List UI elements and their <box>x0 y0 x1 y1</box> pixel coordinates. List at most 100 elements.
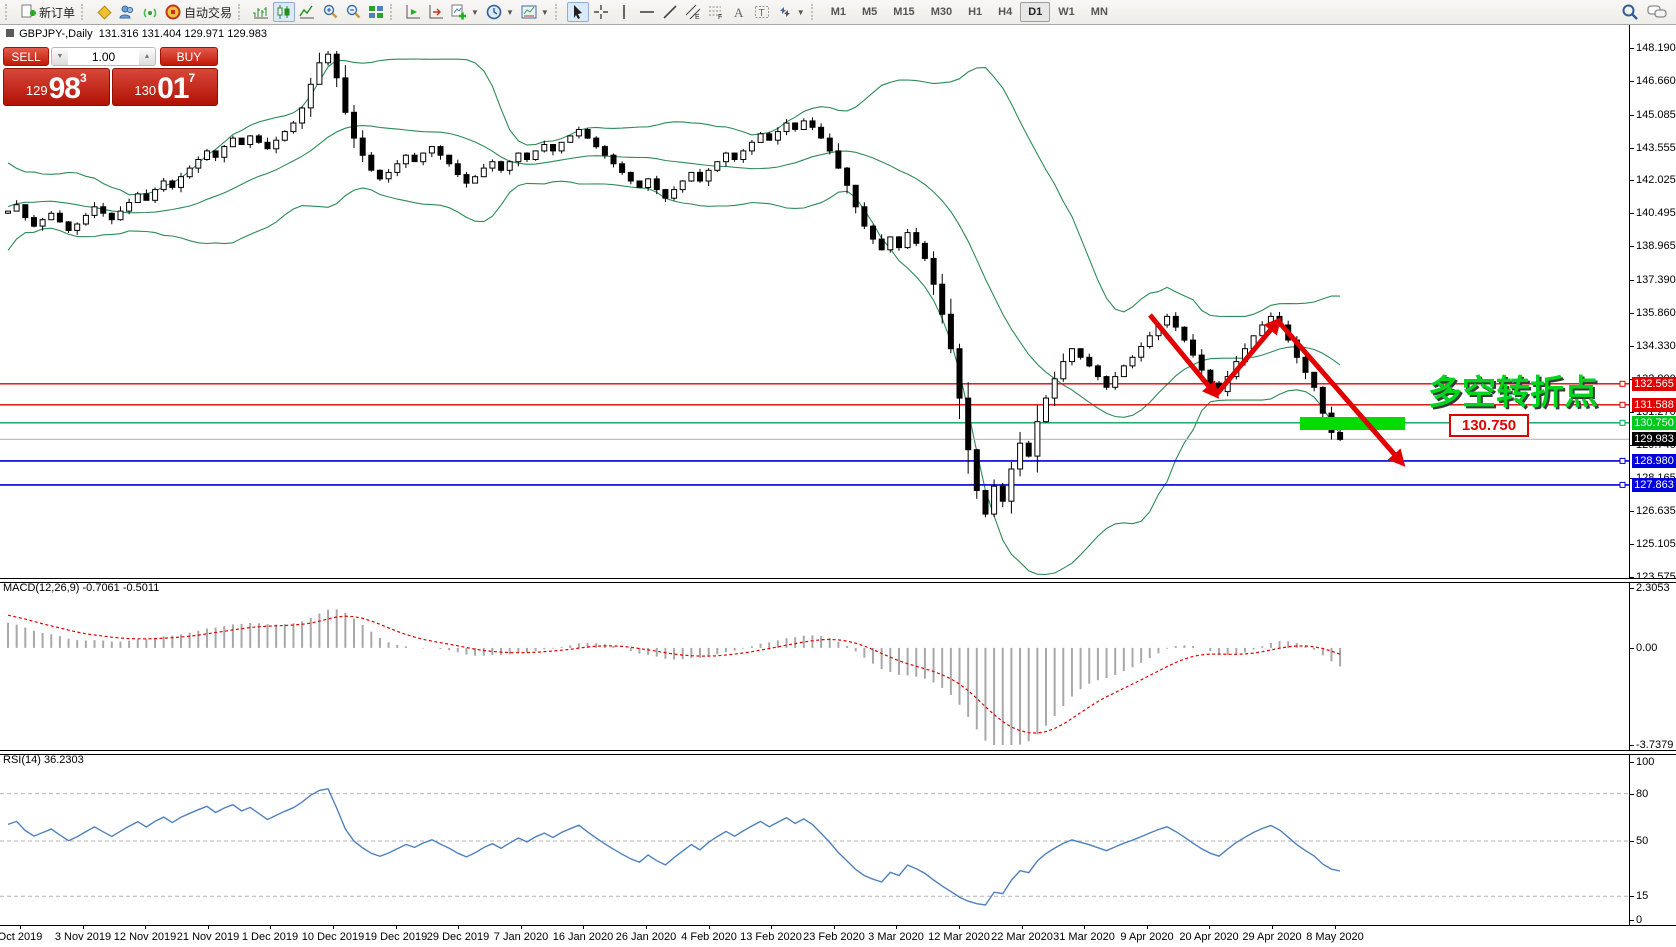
hline-handle[interactable] <box>1619 380 1626 387</box>
text-label-icon: T <box>754 6 769 19</box>
label-tool-button[interactable]: T <box>751 2 773 22</box>
main-price-chart[interactable] <box>0 38 1629 580</box>
candlestick-chart-button[interactable] <box>273 2 296 22</box>
toolbar-grip[interactable] <box>5 4 12 20</box>
candle-body <box>204 150 210 161</box>
candle-body <box>835 150 842 169</box>
hline-handle[interactable] <box>1619 481 1626 488</box>
search-icon[interactable] <box>1621 3 1639 21</box>
buy-price-pips: 01 <box>157 72 189 105</box>
price-line-label[interactable]: 130.750 <box>1632 416 1676 430</box>
shapes-tool-button[interactable]: ▼ <box>774 2 808 22</box>
price-tick-label: 137.390 <box>1636 274 1676 286</box>
buy-button[interactable]: BUY <box>160 47 218 66</box>
zoom-in-button[interactable] <box>319 2 341 22</box>
volume-up-stepper[interactable]: ▲ <box>139 48 155 65</box>
zigzag-arrow[interactable] <box>1214 317 1282 397</box>
toolbar-grip[interactable] <box>810 4 818 20</box>
chart-ohlc-values: 131.316 131.404 129.971 129.983 <box>98 28 267 40</box>
auto-scroll-button[interactable] <box>402 2 424 22</box>
toolbar-grip[interactable] <box>81 4 88 20</box>
vertical-line-tool-button[interactable] <box>613 2 635 22</box>
chart-shift-button[interactable] <box>425 2 447 22</box>
level-price-box[interactable]: 130.750 <box>1449 414 1529 437</box>
community-button[interactable] <box>116 2 138 22</box>
line-chart-button[interactable] <box>296 2 318 22</box>
price-line-label[interactable]: 128.980 <box>1632 454 1676 468</box>
toolbar-grip[interactable] <box>238 4 245 20</box>
periods-button[interactable]: ▼ <box>483 2 517 22</box>
tile-windows-button[interactable] <box>365 2 387 22</box>
zigzag-arrow[interactable] <box>1276 319 1406 467</box>
turning-point-annotation[interactable]: 多空转折点 <box>1428 374 1598 412</box>
panel-divider[interactable] <box>0 750 1676 755</box>
macd-panel[interactable] <box>0 581 1629 750</box>
buy-price-figure: 130 <box>134 83 157 98</box>
sell-price[interactable]: 129 98 3 <box>3 68 110 106</box>
price-line-label[interactable]: 127.863 <box>1632 478 1676 492</box>
signals-button[interactable] <box>139 2 161 22</box>
timeframe-m5[interactable]: M5 <box>862 6 878 18</box>
candle-body <box>160 180 167 191</box>
hline-handle[interactable] <box>1619 419 1626 426</box>
candle-body <box>723 152 729 163</box>
price-line-label[interactable]: 132.565 <box>1632 377 1676 391</box>
hline-handle[interactable] <box>1619 401 1626 408</box>
timeframe-m30[interactable]: M30 <box>930 6 953 18</box>
candle-body <box>281 131 288 141</box>
new-chart-button[interactable]: ▼ <box>448 2 482 22</box>
depth-of-market-button[interactable] <box>93 2 115 22</box>
timeframe-h4[interactable]: H4 <box>998 6 1013 18</box>
zoom-out-button[interactable] <box>342 2 364 22</box>
panel-divider[interactable] <box>0 578 1676 583</box>
support-highlight-bar[interactable] <box>1300 417 1405 430</box>
cursor-tool-button[interactable] <box>566 2 589 22</box>
bar-chart-button[interactable] <box>250 2 272 22</box>
text-tool-button[interactable]: A <box>728 2 750 22</box>
timeframe-d1[interactable]: D1 <box>1020 2 1051 22</box>
price-tick-label: 126.635 <box>1636 505 1676 517</box>
candle-body <box>489 161 496 169</box>
buy-price[interactable]: 130 01 7 <box>111 68 218 106</box>
trendline-tool-button[interactable] <box>659 2 681 22</box>
volume-input[interactable] <box>68 48 139 65</box>
candle-body <box>13 204 20 212</box>
price-line-label[interactable]: 129.983 <box>1632 432 1676 446</box>
toolbar-grip[interactable] <box>390 4 397 20</box>
date-label: 20 Apr 2020 <box>1179 931 1239 943</box>
price-axis[interactable]: 148.190 146.660 145.085 143.555 142.025 140.4… <box>1629 25 1676 926</box>
volume-down-stepper[interactable]: ▼ <box>52 48 68 65</box>
toolbar-grip[interactable] <box>554 4 562 20</box>
candle-body <box>56 212 63 223</box>
zoom-in-icon <box>323 4 338 19</box>
timeframe-m1[interactable]: M1 <box>830 6 846 18</box>
hline-handle[interactable] <box>1619 457 1626 464</box>
chat-icon[interactable] <box>1647 4 1667 20</box>
timeframe-m15[interactable]: M15 <box>893 6 915 18</box>
page-plus-icon <box>21 4 36 18</box>
candle-body <box>134 193 141 203</box>
axis-tick <box>1630 180 1634 181</box>
buy-price-point: 7 <box>188 71 196 85</box>
crosshair-tool-button[interactable] <box>590 2 612 22</box>
sell-button[interactable]: SELL <box>3 47 49 66</box>
date-axis[interactable]: Oct 2019 3 Nov 2019 12 Nov 2019 21 Nov 2019… <box>0 925 1676 947</box>
timeframe-h1[interactable]: H1 <box>968 6 983 18</box>
price-line-label[interactable]: 131.588 <box>1632 398 1676 412</box>
date-label: 22 Mar 2020 <box>991 931 1053 943</box>
templates-button[interactable]: ▼ <box>518 2 552 22</box>
rsi-panel[interactable] <box>0 753 1629 925</box>
zigzag-arrow[interactable] <box>1148 313 1220 399</box>
date-label: 7 Jan 2020 <box>493 931 549 943</box>
horizontal-line-tool-button[interactable] <box>636 2 658 22</box>
candle-body <box>532 150 539 161</box>
date-label: 19 Dec 2019 <box>364 931 428 943</box>
channel-tool-button[interactable]: E <box>682 2 704 22</box>
candle-body <box>705 169 712 182</box>
timeframe-w1[interactable]: W1 <box>1058 6 1075 18</box>
new-order-button[interactable]: 新订单 <box>17 2 78 22</box>
timeframe-mn[interactable]: MN <box>1090 6 1108 18</box>
candle-body <box>930 257 937 285</box>
autotrading-button[interactable]: 自动交易 <box>162 2 235 22</box>
fibonacci-tool-button[interactable]: F <box>705 2 727 22</box>
